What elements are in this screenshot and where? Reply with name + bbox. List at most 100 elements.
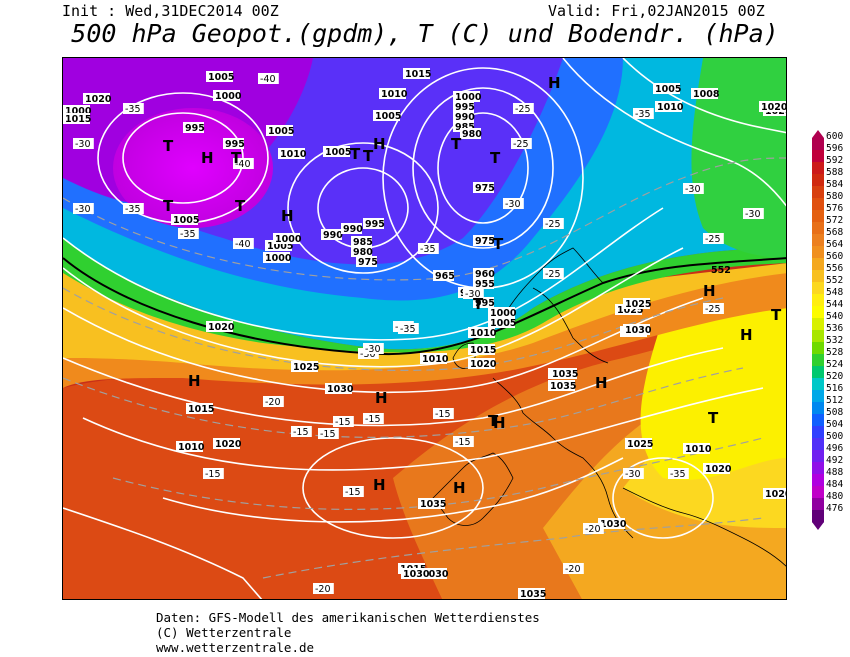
color-scale-swatch bbox=[812, 342, 824, 355]
isobar-label: 975 bbox=[356, 256, 378, 268]
isobar-label: 1030 bbox=[598, 518, 627, 530]
color-scale-swatch bbox=[812, 246, 824, 259]
svg-text:1005: 1005 bbox=[268, 126, 294, 137]
isobar-label: 1010 bbox=[683, 443, 712, 455]
svg-text:-30: -30 bbox=[75, 139, 91, 150]
color-scale-swatch bbox=[812, 258, 824, 271]
svg-text:-15: -15 bbox=[335, 417, 351, 428]
svg-text:-35: -35 bbox=[635, 109, 651, 120]
color-scale-swatch bbox=[812, 354, 824, 367]
low-pressure-marker: T bbox=[708, 409, 719, 427]
color-scale-swatch bbox=[812, 378, 824, 391]
shading-green bbox=[63, 238, 786, 353]
high-pressure-marker: H bbox=[740, 326, 753, 344]
isobar-label: 995 bbox=[363, 218, 385, 230]
isobar-label: 1030 bbox=[325, 383, 354, 395]
isobar-label: 955 bbox=[473, 278, 495, 290]
svg-text:1000: 1000 bbox=[490, 308, 517, 319]
svg-text:-25: -25 bbox=[515, 104, 531, 115]
svg-text:990: 990 bbox=[455, 112, 475, 123]
color-scale-swatch bbox=[812, 366, 824, 379]
color-scale-label: 524 bbox=[826, 359, 844, 370]
high-pressure-marker: H bbox=[548, 74, 561, 92]
isobar-label: 995 bbox=[183, 122, 205, 134]
svg-text:1030: 1030 bbox=[422, 569, 449, 580]
isotherm-label: -30 bbox=[623, 468, 644, 480]
color-scale-label: 488 bbox=[826, 467, 844, 478]
svg-text:1030: 1030 bbox=[625, 325, 652, 336]
isobar-label: 1035 bbox=[550, 368, 578, 380]
isobar-label: 1020 bbox=[206, 321, 235, 333]
isobar-label: 1020 bbox=[83, 93, 112, 105]
isobar-label: 1000 bbox=[453, 91, 482, 103]
isotherm-label: -30 bbox=[683, 183, 704, 195]
isobar-label: 1005 bbox=[206, 71, 234, 83]
map-canvas: 1020100510009959951005101010151000995990… bbox=[63, 58, 787, 599]
isotherm-label: -15 bbox=[333, 416, 354, 428]
color-scale-label: 484 bbox=[826, 479, 844, 490]
svg-text:1015: 1015 bbox=[405, 69, 431, 80]
svg-text:990: 990 bbox=[323, 230, 343, 241]
isobar-label: 1035 bbox=[518, 588, 546, 599]
low-pressure-marker: T bbox=[363, 147, 374, 165]
isotherm-label: -20 bbox=[563, 563, 584, 575]
isobar-label: 1020 bbox=[468, 358, 497, 370]
svg-text:-25: -25 bbox=[705, 234, 721, 245]
svg-text:1010: 1010 bbox=[280, 149, 307, 160]
isobar-label: 1005 bbox=[373, 110, 401, 122]
color-scale-label: 476 bbox=[826, 503, 844, 514]
isobar-label: 1010 bbox=[655, 101, 684, 113]
isobar-label: 965 bbox=[433, 270, 455, 282]
svg-text:980: 980 bbox=[462, 129, 482, 140]
color-scale-swatch bbox=[812, 510, 824, 523]
low-pressure-marker: T bbox=[451, 135, 462, 153]
isotherm-label: -15 bbox=[453, 436, 474, 448]
color-scale-swatch bbox=[812, 210, 824, 223]
color-scale-label: 584 bbox=[826, 179, 844, 190]
color-scale-swatch bbox=[812, 306, 824, 319]
isotherm-label: -25 bbox=[703, 303, 724, 315]
color-scale-label: 576 bbox=[826, 203, 844, 214]
isobar-label: 975 bbox=[473, 235, 495, 247]
svg-text:1020: 1020 bbox=[761, 102, 787, 113]
svg-text:-35: -35 bbox=[125, 104, 141, 115]
color-scale-label: 572 bbox=[826, 215, 844, 226]
low-pressure-marker: T bbox=[163, 137, 174, 155]
isobar-label: 1010 bbox=[278, 148, 307, 160]
low-pressure-marker: T bbox=[488, 412, 499, 430]
color-scale-label: 588 bbox=[826, 167, 844, 178]
color-scale-swatch bbox=[812, 282, 824, 295]
svg-text:965: 965 bbox=[435, 271, 455, 282]
color-scale-swatch bbox=[812, 426, 824, 439]
isobar-label: 1010 bbox=[379, 88, 408, 100]
svg-text:1010: 1010 bbox=[685, 444, 712, 455]
isobar-label: 1015 bbox=[63, 113, 91, 125]
svg-text:985: 985 bbox=[455, 122, 475, 133]
svg-text:975: 975 bbox=[475, 236, 495, 247]
footer-website[interactable]: www.wetterzentrale.de bbox=[156, 640, 315, 655]
color-scale-label: 592 bbox=[826, 155, 844, 166]
isobar-label: 1000 bbox=[213, 90, 242, 102]
color-scale-swatch bbox=[812, 162, 824, 175]
low-pressure-marker: T bbox=[493, 235, 504, 253]
isotherm-label: -30 bbox=[463, 288, 484, 300]
color-scale-label: 512 bbox=[826, 395, 844, 406]
isobar-label: 1020 bbox=[763, 488, 786, 500]
svg-text:-25: -25 bbox=[545, 219, 561, 230]
map-title: 500 hPa Geopot.(gpdm), T (C) und Bodendr… bbox=[71, 19, 779, 48]
low-pressure-marker: T bbox=[771, 306, 782, 324]
isotherm-label: -35 bbox=[668, 468, 689, 480]
svg-text:-35: -35 bbox=[125, 204, 141, 215]
isobar-label: 1000 bbox=[263, 252, 292, 264]
svg-text:-35: -35 bbox=[400, 324, 416, 335]
isobar-label: 1000 bbox=[273, 233, 302, 245]
high-pressure-marker: H bbox=[373, 476, 386, 494]
color-scale-swatch bbox=[812, 222, 824, 235]
svg-text:-15: -15 bbox=[365, 414, 381, 425]
svg-text:-30: -30 bbox=[745, 209, 761, 220]
color-scale-swatch bbox=[812, 138, 824, 151]
isobar-label: 1005 bbox=[488, 317, 516, 329]
color-scale-swatch bbox=[812, 270, 824, 283]
coastlines bbox=[432, 247, 786, 567]
isobar-label: 1010 bbox=[420, 353, 449, 365]
